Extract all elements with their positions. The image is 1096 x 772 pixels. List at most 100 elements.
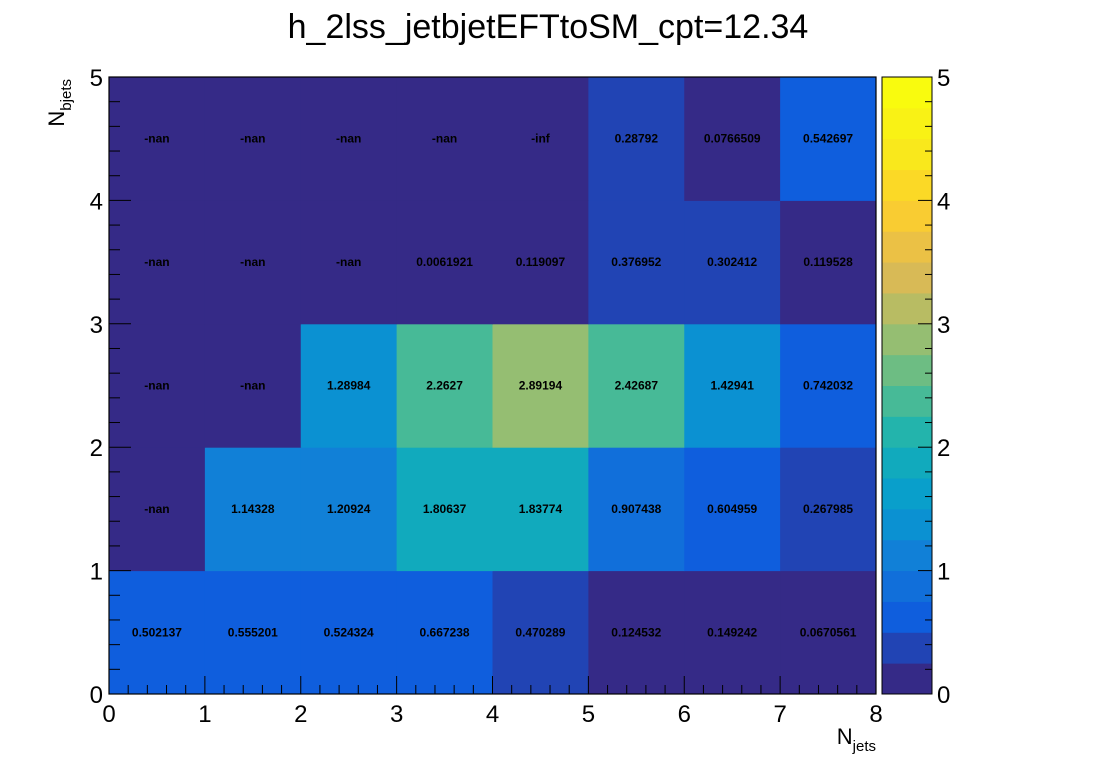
y-axis-label-base: N xyxy=(44,111,69,127)
cell-value-label: 0.267985 xyxy=(803,502,853,516)
heatmap-cell xyxy=(109,77,206,201)
cell-value-label: 0.555201 xyxy=(228,625,278,639)
palette-band xyxy=(882,169,932,201)
cell-value-label: 1.83774 xyxy=(519,502,563,516)
heatmap-cell xyxy=(300,200,398,325)
cell-value-label: 0.302412 xyxy=(707,255,757,269)
cell-value-label: 0.0766509 xyxy=(704,132,761,146)
chart-title: h_2lss_jetbjetEFTtoSM_cpt=12.34 xyxy=(288,8,809,46)
cell-value-label: 0.667238 xyxy=(420,625,470,639)
heatmap-cells xyxy=(109,77,877,695)
cell-value-label: 0.907438 xyxy=(611,502,661,516)
x-tick-label: 2 xyxy=(294,701,307,728)
z-tick-label: 4 xyxy=(937,188,950,215)
palette-band xyxy=(882,601,932,633)
heatmap-cell xyxy=(588,200,685,325)
cell-value-label: 0.149242 xyxy=(707,625,757,639)
y-tick-label: 3 xyxy=(90,312,103,339)
palette-band xyxy=(882,416,932,448)
y-axis-label-sub: bjets xyxy=(58,79,75,111)
cell-value-label: -nan xyxy=(240,379,265,393)
palette-band xyxy=(882,632,932,664)
palette-border xyxy=(881,76,933,695)
palette-band xyxy=(882,447,932,479)
x-tick-label: 3 xyxy=(390,701,403,728)
x-tick-label: 1 xyxy=(198,701,211,728)
cell-value-label: 2.42687 xyxy=(615,379,659,393)
heatmap-cell xyxy=(492,323,589,448)
heatmap-cell xyxy=(492,570,589,695)
y-axis-label: Nbjets xyxy=(44,79,75,127)
cell-value-label: -nan xyxy=(336,255,361,269)
heatmap-cell xyxy=(396,77,493,201)
cell-value-label: 1.80637 xyxy=(423,502,467,516)
z-tick-label: 5 xyxy=(937,65,950,92)
heatmap-cell xyxy=(109,570,206,695)
cell-value-label: -nan xyxy=(336,132,361,146)
x-tick-label: 5 xyxy=(582,701,595,728)
cell-value-label: 0.502137 xyxy=(132,625,182,639)
cell-value-label: 0.524324 xyxy=(324,625,374,639)
cell-value-label: 0.604959 xyxy=(707,502,757,516)
x-axis-label-sub: jets xyxy=(852,738,876,755)
cell-value-label: -nan xyxy=(240,132,265,146)
palette-band xyxy=(882,200,932,232)
heatmap-cell xyxy=(780,77,877,201)
cell-value-label: 1.20924 xyxy=(327,502,371,516)
z-tick-label: 1 xyxy=(937,559,950,586)
cell-value-label: -nan xyxy=(432,132,457,146)
cell-value-label: 2.89194 xyxy=(519,379,563,393)
cell-value-label: 1.42941 xyxy=(710,379,754,393)
heatmap-cell xyxy=(684,570,781,695)
palette-band xyxy=(882,663,932,695)
palette-band xyxy=(882,231,932,263)
heatmap-cell xyxy=(492,447,589,572)
color-palette-bar xyxy=(881,76,933,695)
heatmap-cell xyxy=(300,77,398,201)
cell-value-labels: 0.502137 0.555201 0.524324 0.667238 0.470289… xyxy=(132,132,857,640)
palette-band xyxy=(882,323,932,356)
palette-band xyxy=(882,570,932,602)
heatmap-cell xyxy=(109,200,206,325)
heatmap-cell xyxy=(684,323,781,448)
x-tick-label: 4 xyxy=(486,701,499,728)
cell-value-label: -nan xyxy=(144,132,169,146)
palette-band xyxy=(882,292,932,325)
heatmap-cell xyxy=(780,200,877,325)
heatmap-cell xyxy=(204,570,302,695)
y-tick-label: 2 xyxy=(90,435,103,462)
heatmap-cell xyxy=(588,323,685,448)
cell-value-label: 0.119528 xyxy=(803,255,853,269)
y-tick-label: 5 xyxy=(90,65,103,92)
cell-value-label: 1.14328 xyxy=(231,502,275,516)
cell-value-label: 0.28792 xyxy=(615,132,659,146)
z-tick-label: 0 xyxy=(937,682,950,709)
heatmap-cell xyxy=(109,323,206,448)
cell-value-label: 0.124532 xyxy=(611,625,661,639)
x-tick-label: 6 xyxy=(678,701,691,728)
cell-value-label: 0.542697 xyxy=(803,132,853,146)
palette-band xyxy=(882,354,932,386)
cell-value-label: -nan xyxy=(144,502,169,516)
cell-value-label: 0.470289 xyxy=(515,625,565,639)
heatmap-cell xyxy=(396,323,493,448)
heatmap-cell xyxy=(684,447,781,572)
cell-value-label: 0.742032 xyxy=(803,379,853,393)
palette-band xyxy=(882,478,932,510)
heatmap-cell xyxy=(204,200,302,325)
heatmap-cell xyxy=(588,447,685,572)
cell-value-label: -inf xyxy=(531,132,551,146)
cell-value-label: 1.28984 xyxy=(327,379,371,393)
heatmap-cell xyxy=(780,323,877,448)
x-axis-label: Njets xyxy=(837,724,876,755)
palette-band xyxy=(882,539,932,572)
heatmap-cell xyxy=(396,570,493,695)
x-tick-label: 8 xyxy=(869,701,882,728)
y-tick-label: 4 xyxy=(90,188,103,215)
heatmap-cell xyxy=(780,447,877,572)
heatmap-cell xyxy=(204,323,302,448)
heatmap-cell xyxy=(396,200,493,325)
cell-value-label: -nan xyxy=(240,255,265,269)
palette-band xyxy=(882,77,932,109)
